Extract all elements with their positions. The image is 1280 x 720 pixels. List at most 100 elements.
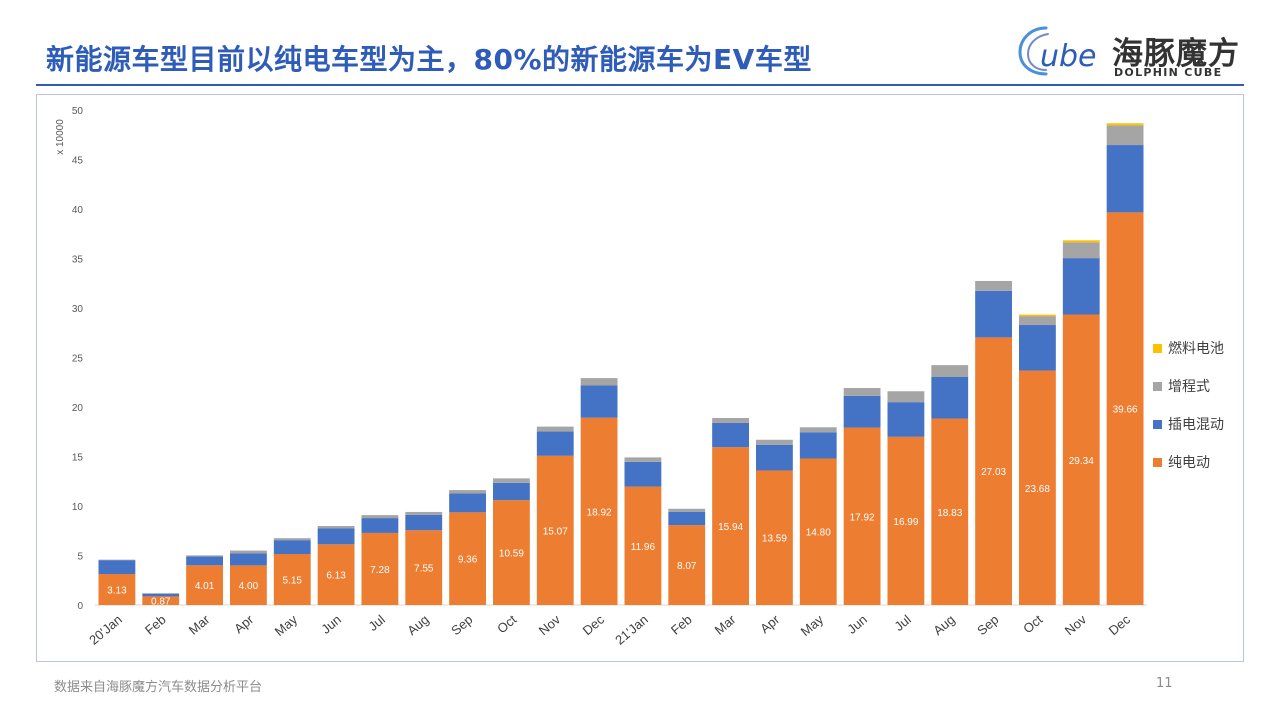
bar-segment-1 — [230, 565, 267, 605]
bar-segment-3 — [493, 478, 530, 483]
bar-segment-3 — [1062, 242, 1100, 259]
data-label: 6.13 — [326, 571, 346, 582]
chart-frame: 0 5 10 15 20 25 30 35 40 45 50 x 10000 3.13 20'Jan 0.8… — [36, 94, 1244, 662]
bar-segment-4 — [1106, 123, 1144, 126]
bar-segment-1 — [931, 418, 969, 605]
bar-segment-3 — [756, 439, 793, 445]
data-label: 10.59 — [499, 549, 524, 560]
bar-segment-1 — [580, 417, 618, 605]
bar-segment-1 — [536, 455, 574, 605]
y-tick-label: 15 — [72, 453, 84, 464]
bar-segment-2 — [186, 556, 223, 566]
bar-segment-3 — [975, 280, 1012, 291]
bar-segment-3 — [1106, 125, 1144, 146]
legend-label: 增程式 — [1168, 379, 1210, 395]
y-tick-label: 25 — [72, 354, 84, 365]
stacked-bar-chart: 0 5 10 15 20 25 30 35 40 45 50 x 10000 3.13 20'Jan 0.8… — [55, 106, 1224, 648]
x-tick-label: Sep — [974, 612, 1001, 638]
x-tick-label: Jul — [365, 612, 387, 634]
legend-swatch — [1153, 458, 1162, 467]
x-tick-label: Dec — [1106, 611, 1134, 638]
data-label: 27.03 — [981, 467, 1006, 478]
bar-segment-3 — [887, 391, 925, 403]
data-label: 3.13 — [107, 586, 127, 597]
bar-segment-3 — [230, 550, 267, 554]
x-tick-label: Dec — [580, 611, 608, 638]
bar-segment-3 — [799, 427, 837, 433]
data-label: 39.66 — [1113, 405, 1138, 416]
bar-segment-1 — [186, 565, 223, 605]
bar-segment-4 — [1019, 314, 1056, 317]
bar-segment-1 — [668, 525, 706, 605]
x-tick-label: 21'Jan — [612, 612, 651, 648]
bar-segment-2 — [361, 518, 399, 533]
bar-segment-2 — [624, 461, 662, 487]
bar-segment-3 — [843, 387, 881, 396]
bar-segment-1 — [887, 436, 925, 605]
data-label: 16.99 — [893, 517, 918, 528]
data-label: 23.68 — [1025, 484, 1050, 495]
logo-mark-text: ube — [1040, 39, 1097, 74]
bar-segment-1 — [142, 596, 180, 605]
legend-swatch — [1153, 344, 1162, 353]
bar-segment-3 — [317, 525, 355, 529]
bar-segment-1 — [493, 500, 530, 605]
bar-segment-2 — [843, 395, 881, 428]
y-tick-label: 35 — [72, 255, 84, 266]
data-label: 7.55 — [414, 564, 434, 575]
data-label: 18.83 — [937, 508, 962, 519]
bar-segment-1 — [799, 458, 837, 605]
x-tick-label: Nov — [1062, 611, 1090, 638]
data-label: 11.96 — [631, 542, 656, 553]
legend-swatch — [1153, 382, 1162, 391]
x-tick-label: Feb — [142, 612, 169, 638]
y-tick-label: 45 — [72, 156, 84, 167]
legend-label: 燃料电池 — [1168, 340, 1224, 357]
data-label: 0.87 — [151, 597, 171, 608]
bar-segment-1 — [712, 447, 749, 605]
y-tick-label: 10 — [72, 502, 84, 513]
y-tick-label: 0 — [77, 601, 83, 612]
bar-segment-1 — [624, 486, 662, 605]
bar-segment-3 — [405, 511, 443, 515]
bar-segment-2 — [712, 422, 749, 448]
y-axis-unit-label: x 10000 — [55, 119, 66, 155]
bar-segment-1 — [1062, 314, 1100, 605]
legend-label: 插电混动 — [1168, 417, 1224, 433]
bar-segment-3 — [449, 490, 486, 494]
x-tick-label: Apr — [231, 611, 257, 636]
bar-segment-1 — [405, 530, 443, 605]
bar-segment-2 — [317, 528, 355, 545]
y-tick-label: 5 — [77, 552, 83, 563]
x-tick-label: May — [272, 611, 301, 639]
bar-segment-2 — [405, 514, 443, 531]
bar-segment-2 — [493, 482, 530, 501]
x-tick-label: Mar — [712, 611, 739, 637]
bar-segment-1 — [756, 470, 793, 605]
dolphin-cube-logo-icon: ube — [1018, 26, 1097, 76]
x-tick-label: Jul — [891, 612, 913, 634]
x-tick-label: Feb — [668, 612, 695, 638]
bar-segment-2 — [975, 290, 1012, 338]
bar-segment-1 — [1019, 370, 1056, 605]
bar-segment-2 — [580, 385, 618, 418]
legend-label: 纯电动 — [1168, 455, 1210, 471]
bar-segment-2 — [1062, 258, 1100, 315]
legend-swatch — [1153, 420, 1162, 429]
x-tick-label: Mar — [186, 611, 213, 637]
bar-segment-3 — [624, 457, 662, 462]
x-tick-label: Aug — [930, 612, 957, 638]
x-tick-label: Aug — [404, 612, 431, 638]
bar-segment-1 — [317, 544, 355, 605]
y-tick-label: 40 — [72, 205, 84, 216]
bar-segment-2 — [887, 402, 925, 437]
bar-segment-3 — [931, 365, 969, 378]
bar-segment-2 — [1106, 145, 1144, 213]
source-note: 数据来自海豚魔方汽车数据分析平台 — [54, 680, 263, 695]
bar-segment-1 — [975, 337, 1012, 605]
x-tick-label: May — [798, 611, 827, 639]
bar-segment-2 — [536, 431, 574, 456]
bar-segment-2 — [931, 377, 969, 419]
bar-segment-1 — [98, 574, 136, 605]
bar-segment-3 — [536, 426, 574, 432]
